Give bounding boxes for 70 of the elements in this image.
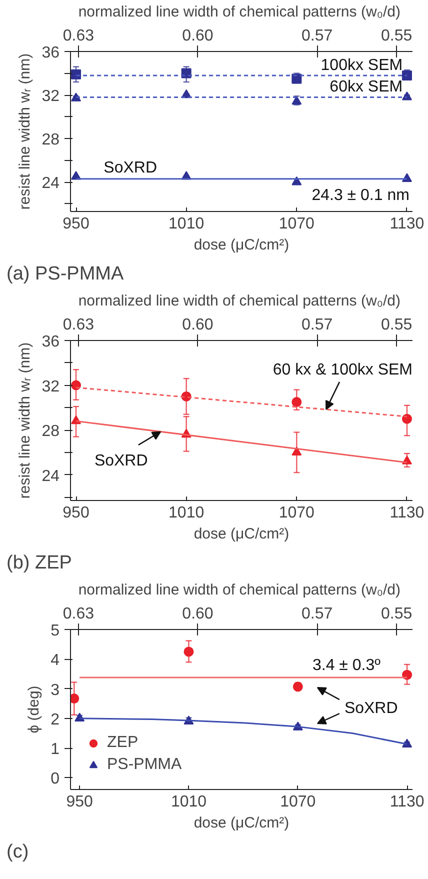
point (402, 92, 412, 100)
point (70, 694, 80, 704)
y-tick-label: 32 (42, 88, 60, 106)
y-tick-label: 24 (42, 175, 60, 192)
x2-axis-title: normalized line width of chemical patterns (w₀/d) (78, 582, 401, 598)
y-tick-label: 36 (42, 44, 60, 62)
y-axis-title: ϕ (deg) (26, 686, 43, 734)
point (292, 397, 302, 408)
x2-tick-label: 0.60 (182, 28, 214, 44)
annotation: 24.3 ± 0.1 nm (312, 187, 410, 204)
annotation: 3.4 ± 0.3º (312, 657, 381, 674)
x2-tick-label: 0.57 (301, 606, 333, 622)
y-tick-label: 2 (50, 711, 60, 728)
point (402, 414, 412, 424)
x2-tick-label: 0.60 (182, 316, 214, 334)
y-tick-label: 28 (42, 423, 60, 440)
point (292, 446, 302, 456)
y-axis-title: resist line width wᵣ (nm) (16, 53, 34, 210)
x2-tick-label: 0.55 (381, 606, 412, 622)
y-tick-label: 5 (50, 622, 60, 640)
legend-label: PS-PMMA (107, 756, 182, 774)
x-tick-label: 1130 (390, 504, 424, 522)
x2-axis-title: normalized line width of chemical patterns (w₀/d) (78, 4, 401, 20)
text: (c) (6, 842, 29, 862)
x2-tick-label: 0.57 (301, 28, 333, 44)
x2-tick-label: 0.57 (301, 316, 333, 334)
y-tick-label: 28 (42, 132, 60, 149)
point (71, 92, 82, 102)
x-tick-label: 1070 (280, 794, 316, 810)
x-tick-label: 1070 (278, 216, 315, 232)
annotation: 60 kx & 100kx SEM (272, 361, 413, 378)
y-tick-label: 36 (42, 334, 60, 350)
legend-label: ZEP (107, 734, 138, 752)
point (402, 670, 412, 680)
x-tick-label: 1130 (390, 794, 424, 810)
y-tick-label: 0 (50, 770, 60, 788)
annotation: SoXRD (104, 159, 158, 176)
x2-tick-label: 0.63 (62, 316, 94, 334)
x-tick-label: 950 (66, 794, 94, 810)
point (292, 682, 303, 692)
x-axis-title: dose (μC/cm²) (194, 814, 290, 832)
point (184, 646, 194, 657)
text: (b) ZEP (6, 552, 72, 574)
x2-tick-label: 0.55 (381, 28, 412, 44)
annotation: 60kx SEM (330, 78, 403, 96)
annotation: SoXRD (94, 452, 148, 470)
x-tick-label: 1010 (168, 216, 204, 232)
y-tick-label: 24 (42, 468, 60, 485)
x2-tick-label: 0.55 (381, 316, 412, 334)
x-tick-label: 1010 (168, 504, 204, 522)
x-tick-label: 950 (62, 216, 90, 232)
text: (a) PS-PMMA (6, 264, 124, 284)
y-tick-label: 1 (50, 741, 60, 758)
x2-axis-title: normalized line width of chemical patterns (w₀/d) (78, 292, 401, 310)
x-axis-title: dose (μC/cm²) (194, 236, 290, 254)
point (71, 69, 82, 80)
x2-tick-label: 0.63 (62, 28, 94, 44)
x-axis-title: dose (μC/cm²) (194, 526, 290, 542)
x-tick-label: 1010 (170, 794, 207, 810)
x2-tick-label: 0.63 (62, 606, 94, 622)
x-tick-label: 1130 (390, 216, 424, 232)
y-tick-label: 3 (50, 682, 60, 699)
x-tick-label: 1070 (278, 504, 315, 522)
x2-tick-label: 0.60 (182, 606, 214, 622)
y-axis-title: resist line width wᵣ (nm) (16, 342, 34, 499)
y-tick-label: 4 (50, 652, 60, 670)
annotation: 100kx SEM (320, 56, 403, 74)
x-tick-label: 950 (62, 504, 90, 522)
annotation: SoXRD (344, 700, 398, 718)
y-tick-label: 32 (42, 378, 60, 396)
